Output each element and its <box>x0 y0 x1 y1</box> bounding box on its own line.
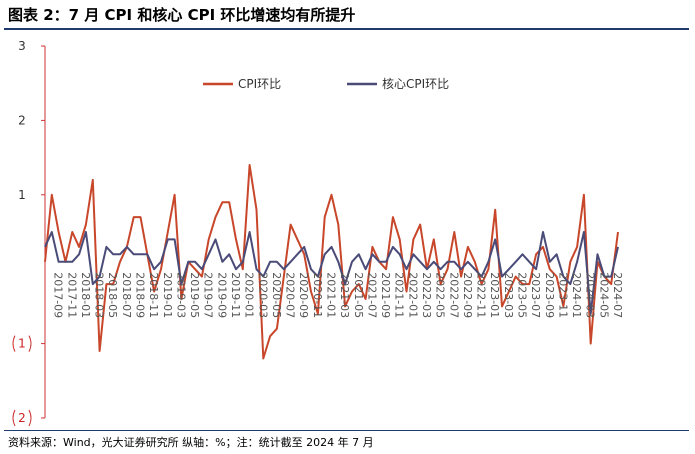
x-tick-label: 2023-03 <box>502 272 515 318</box>
x-tick-label: 2023-11 <box>556 272 569 318</box>
x-tick-label: 2019-01 <box>161 272 174 318</box>
core-cpi-series-line <box>44 231 619 315</box>
y-tick-labels: 3 2 1 1 2 <box>12 39 45 427</box>
x-tick-label: 2020-11 <box>311 272 324 318</box>
x-tick-label: 2024-01 <box>570 272 583 318</box>
x-tick-label: 2020-07 <box>284 272 297 318</box>
y-tick-label: 1 <box>18 337 26 351</box>
x-tick-label: 2018-11 <box>147 272 160 318</box>
x-tick-label: 2021-11 <box>393 272 406 318</box>
x-tick-label: 2022-03 <box>420 272 433 318</box>
x-tick-label: 2022-11 <box>475 272 488 318</box>
x-tick-label: 2022-07 <box>447 272 460 318</box>
x-tick-label: 2019-11 <box>229 272 242 318</box>
x-tick-label: 2019-03 <box>174 272 187 318</box>
source-note: 资料来源：Wind，光大证券研究所 纵轴：%；注：统计截至 2024 年 7 月 <box>8 436 374 449</box>
x-tick-label: 2018-01 <box>79 272 92 318</box>
title-rule <box>4 28 689 30</box>
legend-label-cpi: CPI环比 <box>238 77 281 91</box>
negative-bracket-left <box>12 409 16 427</box>
x-tick-label: 2019-05 <box>188 272 201 318</box>
x-tick-label: 2018-03 <box>93 272 106 318</box>
x-tick-label: 2022-05 <box>434 272 447 318</box>
x-tick-label: 2023-09 <box>543 272 556 318</box>
x-tick-label: 2019-09 <box>215 272 228 318</box>
series-lines <box>44 164 619 360</box>
chart-title: 图表 2：7 月 CPI 和核心 CPI 环比增速均有所提升 <box>8 6 356 24</box>
x-tick-label: 2020-01 <box>243 272 256 318</box>
x-tick-label: 2021-05 <box>352 272 365 318</box>
y-tick-label: 1 <box>18 188 26 202</box>
cpi-series-line <box>44 164 619 360</box>
x-tick-label: 2024-03 <box>584 272 597 318</box>
x-tick-label: 2018-05 <box>106 272 119 318</box>
legend-label-core-cpi: 核心CPI环比 <box>382 77 449 91</box>
x-tick-label: 2023-07 <box>529 272 542 318</box>
x-tick-label: 2020-09 <box>297 272 310 318</box>
y-tick-label: 3 <box>18 39 26 53</box>
x-tick-label: 2022-09 <box>461 272 474 318</box>
negative-bracket-left <box>12 335 16 352</box>
x-tick-label: 2021-03 <box>338 272 351 318</box>
x-tick-label: 2024-05 <box>597 272 610 318</box>
x-tick-label: 2023-01 <box>488 272 501 318</box>
x-tick-labels: 2017-09 2017-11 2018-01 2018-03 2018-05 2018-… <box>52 272 624 318</box>
x-tick-label: 2019-07 <box>202 272 215 318</box>
x-tick-label: 2021-01 <box>325 272 338 318</box>
negative-bracket-right <box>28 335 32 352</box>
x-tick-label: 2021-09 <box>379 272 392 318</box>
x-tick-label: 2017-09 <box>52 272 65 318</box>
x-tick-label: 2022-01 <box>406 272 419 318</box>
x-tick-label: 2021-07 <box>365 272 378 318</box>
x-tick-label: 2018-07 <box>120 272 133 318</box>
x-tick-label: 2023-05 <box>516 272 529 318</box>
x-tick-label: 2018-09 <box>134 272 147 318</box>
footer-rule <box>4 430 689 431</box>
x-tick-label: 2024-07 <box>611 272 624 318</box>
negative-bracket-right <box>28 409 32 427</box>
x-tick-label: 2017-11 <box>65 272 78 318</box>
x-tick-label: 2020-05 <box>270 272 283 318</box>
x-tick-label: 2020-03 <box>256 272 269 318</box>
y-tick-label: 2 <box>18 113 26 127</box>
legend: CPI环比 核心CPI环比 <box>203 77 449 91</box>
y-tick-label: 2 <box>18 411 26 425</box>
